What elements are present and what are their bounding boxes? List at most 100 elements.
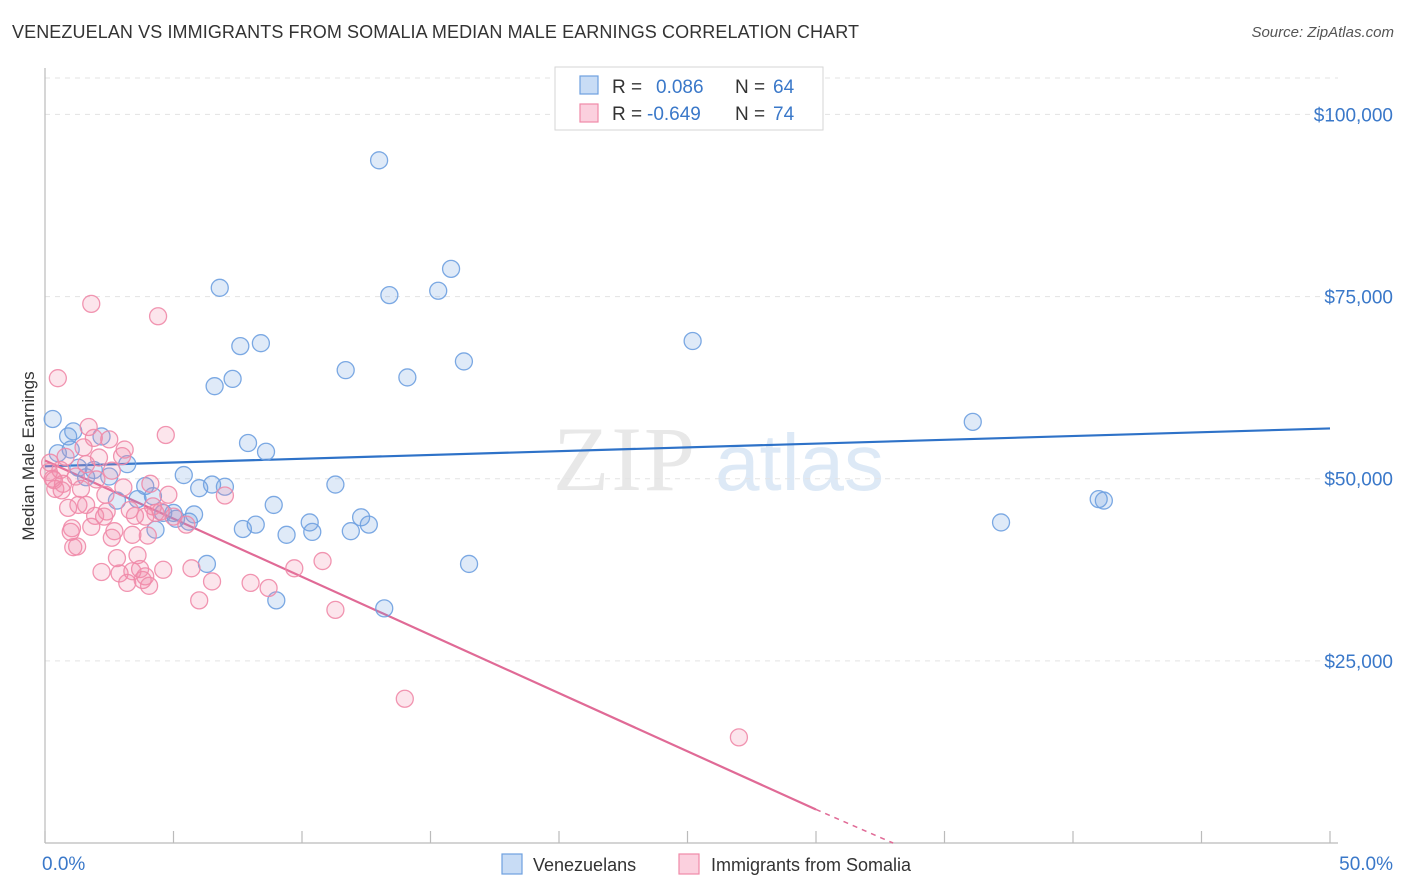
data-point-somalia <box>190 591 209 610</box>
data-point-venezuelans <box>64 422 83 441</box>
data-point-somalia <box>148 307 168 326</box>
data-point-somalia <box>100 430 119 449</box>
chart-source: Source: ZipAtlas.com <box>1251 24 1394 41</box>
data-point-venezuelans <box>963 412 982 432</box>
data-point-somalia <box>71 479 91 499</box>
data-point-somalia <box>79 417 98 437</box>
data-point-somalia <box>138 526 157 545</box>
data-point-somalia <box>182 559 201 578</box>
bottom-legend-swatch-somalia <box>678 853 700 875</box>
data-point-somalia <box>120 500 139 520</box>
legend-n-label-1: N = <box>735 77 765 98</box>
data-point-somalia <box>96 485 115 504</box>
legend-r-label-1: R = <box>612 77 642 98</box>
data-point-somalia <box>102 461 121 480</box>
data-point-venezuelans <box>303 522 322 542</box>
data-point-somalia <box>313 551 332 571</box>
data-point-venezuelans <box>251 334 271 353</box>
y-tick-label: $25,000 <box>1324 652 1393 673</box>
legend-r-value-2: -0.649 <box>647 104 701 125</box>
y-tick-label: $50,000 <box>1324 470 1393 491</box>
data-point-venezuelans <box>441 259 461 279</box>
x-tick-label-min: 0.0% <box>42 854 85 875</box>
data-point-venezuelans <box>336 361 355 380</box>
data-point-somalia <box>123 562 142 581</box>
data-point-somalia <box>118 573 137 593</box>
legend-swatch-somalia <box>579 103 599 123</box>
data-point-venezuelans <box>246 515 265 534</box>
bottom-legend-label-venezuelans: Venezuelans <box>533 855 636 875</box>
legend-n-value-2: 74 <box>773 104 795 125</box>
data-point-somalia <box>39 463 59 482</box>
data-point-venezuelans <box>205 377 224 396</box>
legend-n-value-1: 64 <box>773 77 795 98</box>
data-point-somalia <box>115 440 134 459</box>
series-legend: Venezuelans Immigrants from Somalia <box>501 853 912 875</box>
data-point-somalia <box>82 517 101 536</box>
data-point-somalia <box>123 525 142 544</box>
trendlines <box>44 427 1331 844</box>
data-point-somalia <box>125 506 145 526</box>
trendline-1 <box>44 459 817 811</box>
data-point-venezuelans <box>1094 491 1113 510</box>
data-point-somalia <box>67 537 87 556</box>
data-point-venezuelans <box>174 465 193 485</box>
data-point-venezuelans <box>238 433 258 453</box>
data-point-somalia <box>729 728 749 747</box>
data-point-venezuelans <box>459 554 479 574</box>
data-point-somalia <box>87 470 106 489</box>
data-point-venezuelans <box>341 522 360 541</box>
data-point-somalia <box>177 515 196 534</box>
data-point-venezuelans <box>197 554 217 574</box>
data-point-somalia <box>241 573 260 593</box>
gridlines: $25,000 $50,000 $75,000 $100,000 <box>45 77 1393 673</box>
data-point-venezuelans <box>223 369 242 389</box>
data-point-venezuelans <box>429 281 448 300</box>
y-axis-title: Median Male Earnings <box>19 371 38 540</box>
data-point-somalia <box>58 498 78 518</box>
stats-legend: R = 0.086 N = 64 R = -0.649 N = 74 <box>554 66 824 131</box>
data-point-somalia <box>326 600 345 620</box>
data-point-somalia <box>202 572 222 591</box>
data-point-venezuelans <box>256 442 276 461</box>
data-point-venezuelans <box>264 495 283 515</box>
data-point-somalia <box>285 559 304 578</box>
data-point-somalia <box>62 519 82 538</box>
data-point-venezuelans <box>369 151 389 170</box>
data-point-somalia <box>82 294 101 314</box>
ticks <box>44 831 1331 843</box>
legend-n-label-2: N = <box>735 104 765 125</box>
data-point-somalia <box>136 507 155 526</box>
trendline-0 <box>44 427 1331 468</box>
data-point-somalia <box>84 428 103 448</box>
data-point-venezuelans <box>398 368 417 387</box>
bottom-legend-label-somalia: Immigrants from Somalia <box>711 855 912 875</box>
data-point-somalia <box>52 481 71 500</box>
data-point-venezuelans <box>359 515 378 534</box>
data-point-venezuelans <box>991 513 1011 532</box>
y-tick-label: $100,000 <box>1314 105 1393 126</box>
data-point-venezuelans <box>380 285 399 305</box>
data-point-somalia <box>76 495 96 515</box>
data-points <box>39 151 1113 747</box>
data-point-somalia <box>395 689 414 708</box>
data-point-somalia <box>56 447 75 467</box>
data-point-somalia <box>156 425 175 445</box>
data-point-somalia <box>159 485 178 504</box>
trendline-extension-1 <box>815 808 894 844</box>
x-tick-label-max: 50.0% <box>1339 854 1393 875</box>
legend-r-label-2: R = <box>612 104 642 125</box>
data-point-somalia <box>102 528 121 547</box>
data-point-venezuelans <box>277 525 296 544</box>
data-point-venezuelans <box>351 508 371 527</box>
data-point-venezuelans <box>683 331 702 351</box>
legend-r-value-1: 0.086 <box>656 77 704 98</box>
legend-swatch-venezuelans <box>579 75 599 95</box>
data-point-somalia <box>259 578 278 598</box>
data-point-somalia <box>215 486 235 505</box>
watermark-zip: ZIP <box>553 408 697 510</box>
chart-title: VENEZUELAN VS IMMIGRANTS FROM SOMALIA ME… <box>12 22 860 42</box>
data-point-somalia <box>107 548 127 568</box>
data-point-venezuelans <box>375 599 394 618</box>
